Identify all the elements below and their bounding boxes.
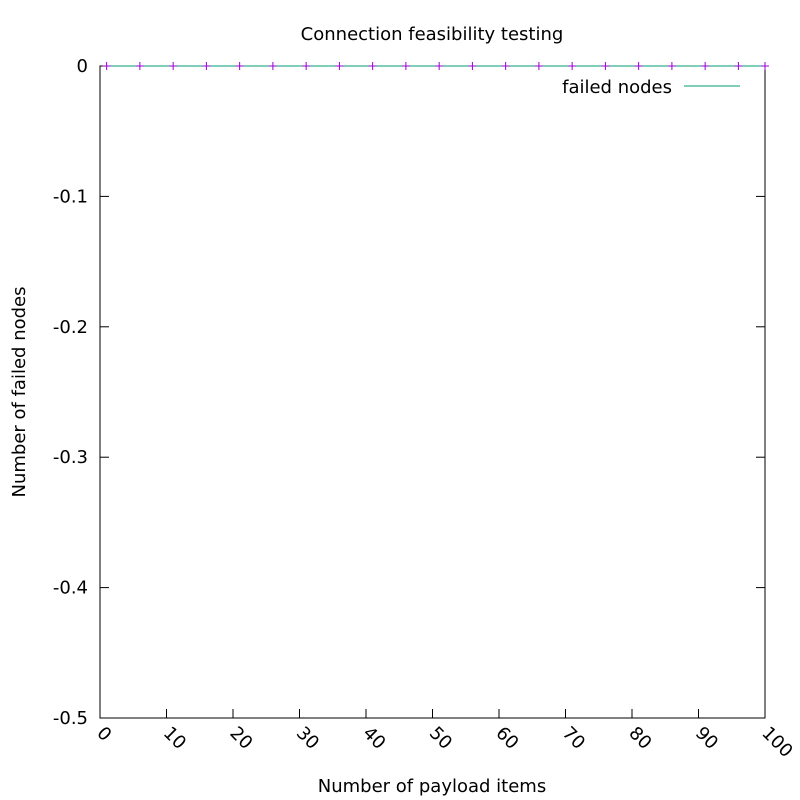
x-axis-label: Number of payload items (318, 776, 546, 797)
x-tick-label: 90 (691, 723, 722, 754)
data-point (435, 62, 444, 70)
chart-title: Connection feasibility testing (301, 24, 564, 45)
y-tick-label: 0 (77, 56, 88, 77)
y-tick-label: -0.3 (53, 447, 88, 468)
data-point (135, 62, 144, 70)
data-point (634, 62, 643, 70)
data-point (534, 62, 543, 70)
y-axis: 0 -0.1 -0.2 -0.3 -0.4 -0.5 (53, 56, 765, 729)
data-point (235, 62, 244, 70)
x-tick-label: 80 (624, 723, 655, 754)
series-layer (102, 62, 769, 70)
x-tick-label: 30 (292, 723, 323, 754)
data-point (701, 62, 710, 70)
x-tick-label: 0 (92, 723, 115, 746)
x-tick-label: 70 (558, 723, 589, 754)
data-point (601, 62, 610, 70)
legend-label: failed nodes (562, 77, 672, 98)
x-axis: 0 10 20 30 40 50 60 70 80 90 100 (92, 709, 797, 762)
y-tick-label: -0.2 (53, 317, 88, 338)
y-axis-label: Number of failed nodes (9, 287, 30, 498)
x-tick-label: 10 (159, 723, 190, 754)
data-point (102, 62, 111, 70)
data-point (501, 62, 510, 70)
y-tick-label: -0.4 (53, 578, 88, 599)
plot-frame (99, 65, 766, 719)
x-tick-label: 100 (757, 723, 796, 762)
data-point (302, 62, 311, 70)
x-tick-label: 40 (358, 723, 389, 754)
data-point (761, 62, 769, 70)
data-point (169, 62, 178, 70)
y-tick-label: -0.1 (53, 186, 88, 207)
data-point (268, 62, 277, 70)
data-point (568, 62, 577, 70)
data-point (667, 62, 676, 70)
x-tick-label: 20 (225, 723, 256, 754)
data-point (468, 62, 477, 70)
data-point (401, 62, 410, 70)
legend: failed nodes (562, 77, 740, 98)
data-point (734, 62, 743, 70)
y-tick-label: -0.5 (53, 708, 88, 729)
data-point (335, 62, 344, 70)
data-point (368, 62, 377, 70)
x-tick-label: 60 (491, 723, 522, 754)
data-point (202, 62, 211, 70)
x-tick-label: 50 (425, 723, 456, 754)
